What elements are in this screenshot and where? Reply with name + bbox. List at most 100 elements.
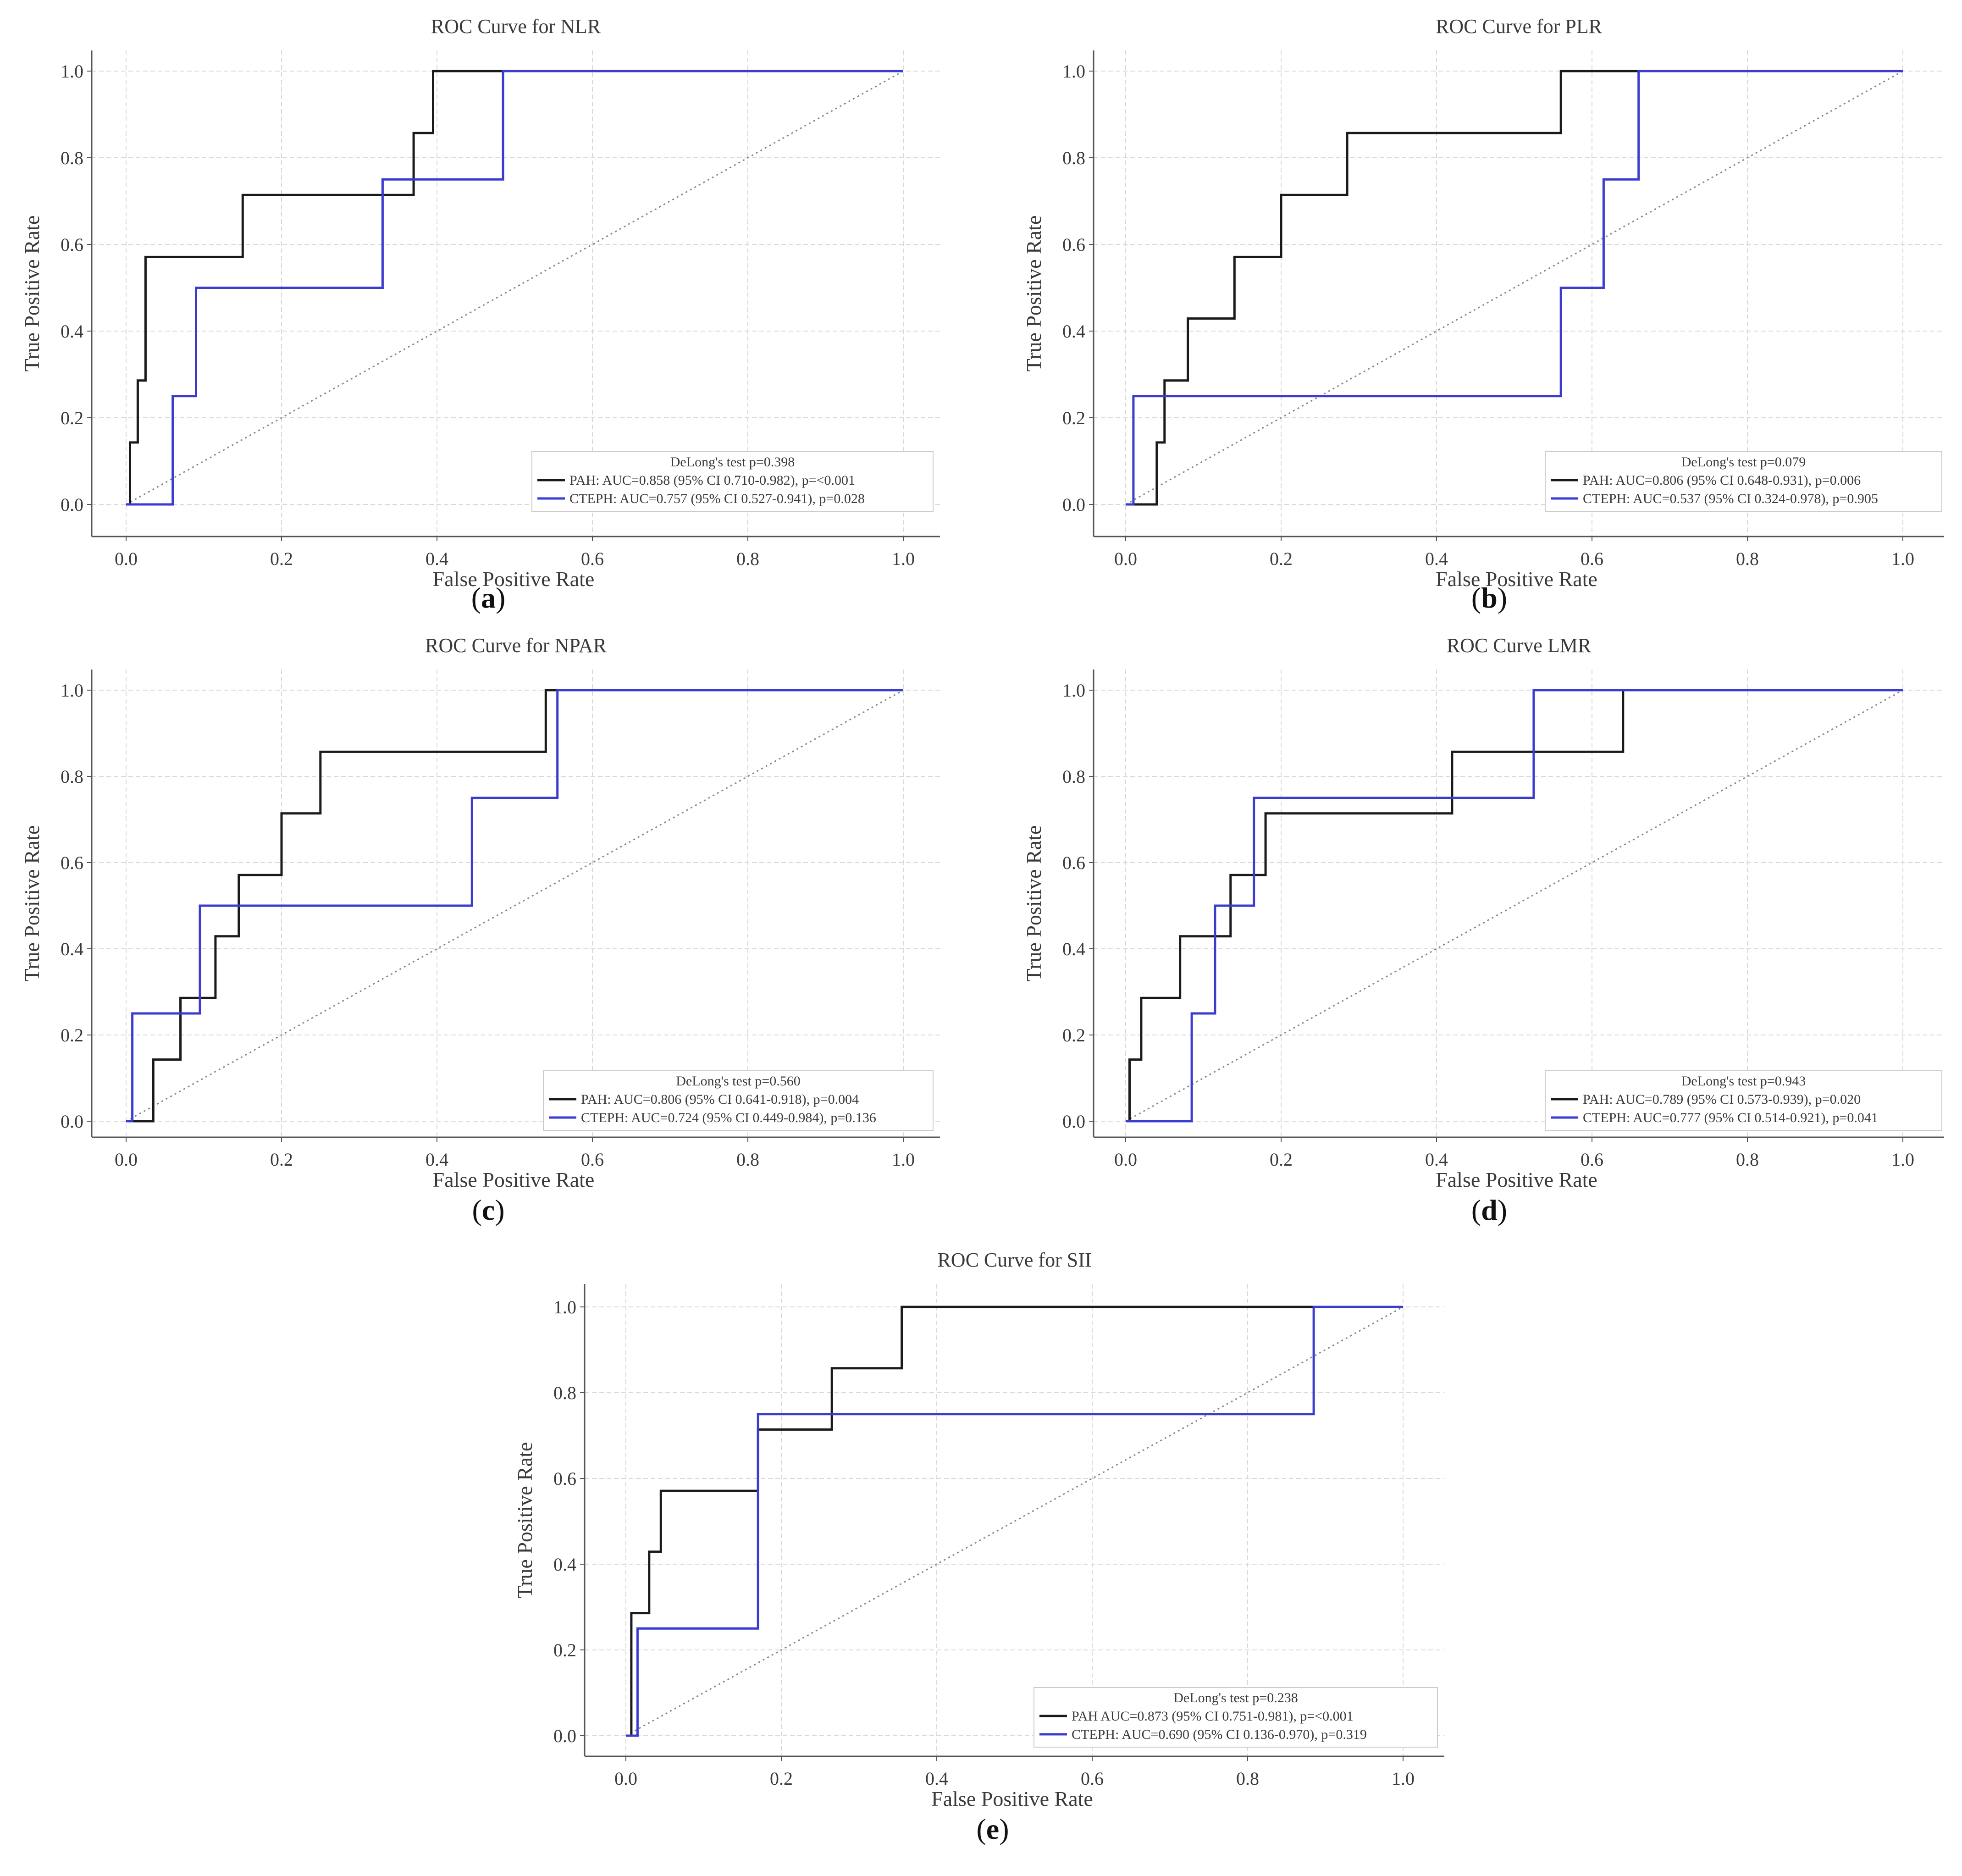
pah-roc-line <box>1126 70 1903 506</box>
x-tick-label: 0.8 <box>1736 1149 1759 1170</box>
cteph-roc-line <box>126 689 903 1123</box>
legend-box <box>1545 451 1942 512</box>
x-tick-label: 0.8 <box>1736 548 1759 569</box>
legend-entry: PAH: AUC=0.806 (95% CI 0.641-0.918), p=0… <box>581 1092 859 1107</box>
legend-title: DeLong's test p=0.560 <box>676 1074 800 1089</box>
panel-a: 0.0 0.2 0.4 0.6 0.8 1.0 0.0 0.2 0.4 0.6 0.8 1.0 ROC … <box>20 15 940 614</box>
legend-entry: PAH: AUC=0.789 (95% CI 0.573-0.939), p=0… <box>1583 1092 1861 1107</box>
legend-entry: PAH: AUC=0.806 (95% CI 0.648-0.931), p=0… <box>1583 473 1861 488</box>
y-axis-label: True Positive Rate <box>20 825 44 982</box>
x-axis-label: False Positive Rate <box>433 1168 595 1191</box>
y-tick-label: 1.0 <box>553 1297 576 1317</box>
y-tick-label: 0.0 <box>61 494 83 515</box>
x-tick-label: 0.0 <box>1114 548 1137 569</box>
cteph-roc-line <box>126 70 903 506</box>
y-tick-label: 0.2 <box>1062 1025 1085 1046</box>
legend-entry: PAH AUC=0.873 (95% CI 0.751-0.981), p=<0… <box>1072 1709 1354 1724</box>
y-tick-label: 1.0 <box>61 61 83 82</box>
legend-entry: CTEPH: AUC=0.690 (95% CI 0.136-0.970), p… <box>1072 1727 1367 1742</box>
y-tick-label: 1.0 <box>1062 680 1085 701</box>
legend-entry: CTEPH: AUC=0.777 (95% CI 0.514-0.921), p… <box>1583 1110 1878 1125</box>
x-tick-label: 0.6 <box>1581 1149 1603 1170</box>
x-tick-label: 1.0 <box>892 1149 915 1170</box>
x-tick-label: 0.6 <box>581 1149 604 1170</box>
x-tick-label: 0.6 <box>581 548 604 569</box>
chart-title: ROC Curve for PLR <box>1436 15 1603 38</box>
panel-b: 0.0 0.2 0.4 0.6 0.8 1.0 0.0 0.2 0.4 0.6 0.8 1.0 ROC … <box>1022 15 1944 614</box>
y-tick-label: 0.4 <box>61 939 83 959</box>
x-tick-label: 1.0 <box>1891 1149 1914 1170</box>
x-axis-label: False Positive Rate <box>1436 567 1597 591</box>
x-tick-label: 0.0 <box>1114 1149 1137 1170</box>
y-tick-label: 0.8 <box>61 766 83 787</box>
x-tick-label: 0.2 <box>270 548 293 569</box>
pah-roc-line <box>626 1306 1403 1737</box>
y-tick-label: 0.8 <box>61 148 83 168</box>
chart-title: ROC Curve for SII <box>937 1249 1091 1271</box>
y-tick-label: 0.0 <box>1062 494 1085 515</box>
y-axis-label: True Positive Rate <box>1022 216 1045 372</box>
y-tick-label: 0.4 <box>1062 321 1085 342</box>
chance-diagonal <box>1125 70 1903 505</box>
x-tick-label: 0.4 <box>925 1768 948 1789</box>
panel-label: (e) <box>976 1813 1009 1845</box>
y-tick-label: 0.2 <box>61 408 83 428</box>
x-tick-label: 0.8 <box>1236 1768 1259 1789</box>
panel-label: (a) <box>471 581 506 614</box>
x-tick-label: 0.4 <box>1425 1149 1448 1170</box>
y-tick-label: 0.0 <box>61 1111 83 1132</box>
cteph-roc-line <box>1126 689 1903 1123</box>
cteph-roc-line <box>626 1306 1403 1737</box>
panel-label: (d) <box>1471 1194 1507 1226</box>
legend-entry: CTEPH: AUC=0.724 (95% CI 0.449-0.984), p… <box>581 1110 876 1125</box>
x-tick-label: 0.4 <box>426 548 448 569</box>
y-tick-label: 0.8 <box>1062 766 1085 787</box>
legend-title: DeLong's test p=0.943 <box>1681 1074 1806 1089</box>
panel-e: 0.0 0.2 0.4 0.6 0.8 1.0 0.0 0.2 0.4 0.6 0.8 1.0 ROC … <box>513 1249 1444 1845</box>
x-axis-label: False Positive Rate <box>433 567 595 591</box>
legend-box <box>531 451 934 512</box>
panel-label: (c) <box>472 1194 504 1226</box>
cteph-roc-line <box>1126 70 1903 506</box>
chart-title: ROC Curve for NPAR <box>425 634 607 657</box>
legend-title: DeLong's test p=0.398 <box>670 454 795 470</box>
x-tick-label: 0.6 <box>1581 548 1603 569</box>
legend-entry: PAH: AUC=0.858 (95% CI 0.710-0.982), p=<… <box>569 473 855 488</box>
y-tick-label: 0.6 <box>553 1468 576 1489</box>
x-axis-label: False Positive Rate <box>1436 1168 1597 1191</box>
legend-box <box>1034 1687 1438 1748</box>
x-tick-label: 0.4 <box>1425 548 1448 569</box>
y-tick-label: 0.6 <box>1062 852 1085 873</box>
y-tick-label: 1.0 <box>1062 61 1085 82</box>
y-tick-label: 0.6 <box>61 852 83 873</box>
chance-diagonal <box>625 1306 1404 1737</box>
y-tick-label: 1.0 <box>61 680 83 701</box>
legend-title: DeLong's test p=0.238 <box>1173 1690 1298 1705</box>
x-tick-label: 0.4 <box>426 1149 448 1170</box>
legend-box <box>543 1070 934 1131</box>
chance-diagonal <box>126 70 904 505</box>
x-tick-label: 0.2 <box>270 1149 293 1170</box>
pah-roc-line <box>126 70 903 506</box>
panel-c: 0.0 0.2 0.4 0.6 0.8 1.0 0.0 0.2 0.4 0.6 0.8 1.0 ROC … <box>20 634 940 1226</box>
x-tick-label: 0.8 <box>736 1149 759 1170</box>
x-tick-label: 1.0 <box>892 548 915 569</box>
y-tick-label: 0.4 <box>553 1554 576 1575</box>
legend-entry: CTEPH: AUC=0.537 (95% CI 0.324-0.978), p… <box>1583 491 1878 506</box>
legend-entry: CTEPH: AUC=0.757 (95% CI 0.527-0.941), p… <box>569 491 865 506</box>
x-tick-label: 0.0 <box>614 1768 637 1789</box>
panel-d: 0.0 0.2 0.4 0.6 0.8 1.0 0.0 0.2 0.4 0.6 0.8 1.0 ROC … <box>1022 634 1944 1226</box>
x-tick-label: 1.0 <box>1891 548 1914 569</box>
chance-diagonal <box>126 689 904 1122</box>
y-axis-label: True Positive Rate <box>513 1442 536 1599</box>
y-tick-label: 0.2 <box>1062 408 1085 428</box>
y-axis-label: True Positive Rate <box>1022 825 1045 982</box>
y-tick-label: 0.8 <box>1062 148 1085 168</box>
y-tick-label: 0.4 <box>1062 939 1085 959</box>
x-tick-label: 0.2 <box>1270 548 1293 569</box>
y-tick-label: 0.2 <box>61 1025 83 1046</box>
chart-title: ROC Curve for NLR <box>431 15 601 38</box>
x-axis-label: False Positive Rate <box>931 1787 1093 1810</box>
